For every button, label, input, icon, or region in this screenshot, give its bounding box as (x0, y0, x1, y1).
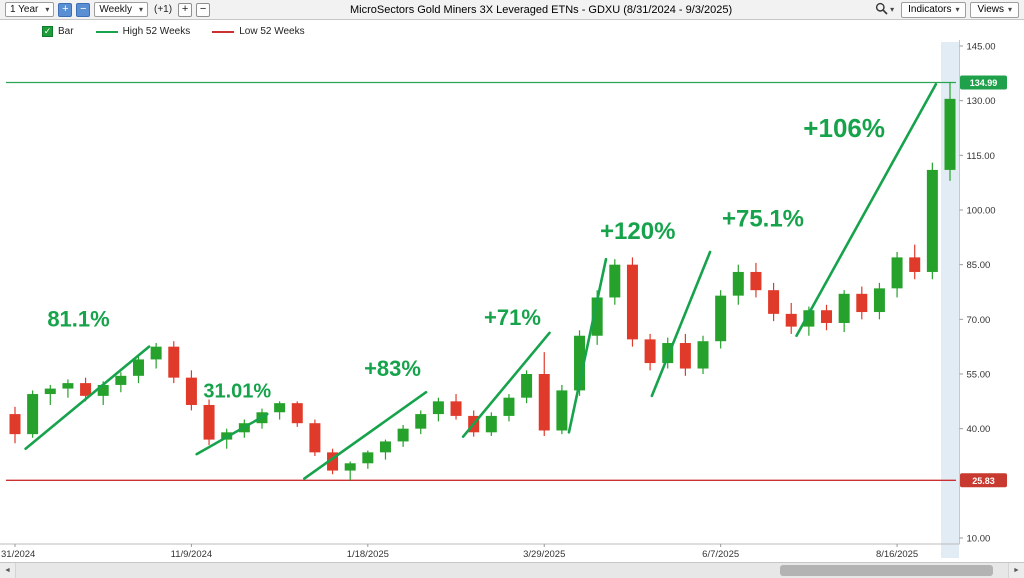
green-line-swatch-icon (95, 30, 118, 33)
scroll-left-button[interactable]: ◄ (0, 563, 16, 578)
svg-text:3/29/2025: 3/29/2025 (523, 549, 565, 560)
svg-text:145.00: 145.00 (967, 42, 996, 53)
legend-item-high-52-weeks[interactable]: High 52 Weeks (95, 26, 191, 37)
svg-text:+71%: +71% (484, 305, 541, 330)
svg-text:8/16/2025: 8/16/2025 (876, 549, 918, 560)
svg-text:100.00: 100.00 (967, 206, 996, 217)
legend-low-label: Low 52 Weeks (239, 26, 305, 37)
chevron-down-icon: ▾ (45, 4, 50, 14)
svg-text:31.01%: 31.01% (203, 381, 271, 403)
svg-text:11/9/2024: 11/9/2024 (171, 549, 213, 560)
svg-text:130.00: 130.00 (967, 96, 996, 107)
symbol-search[interactable]: ▾ (872, 2, 897, 18)
chart-legend: ✓ Bar High 52 Weeks Low 52 Weeks (42, 26, 305, 37)
period-increase-button[interactable]: + (178, 2, 193, 17)
scroll-right-button[interactable]: ► (1008, 563, 1024, 578)
red-line-swatch-icon (212, 30, 235, 33)
svg-text:+106%: +106% (803, 113, 885, 143)
period-select[interactable]: Weekly ▾ (94, 2, 149, 17)
views-button[interactable]: Views ▾ (970, 1, 1019, 18)
indicators-button-label: Indicators (908, 4, 952, 15)
range-select[interactable]: 1 Year ▾ (5, 2, 55, 17)
legend-item-bar[interactable]: ✓ Bar (42, 26, 74, 37)
views-button-label: Views (977, 4, 1004, 15)
chart-title: MicroSectors Gold Miners 3X Leveraged ET… (350, 3, 733, 16)
price-chart[interactable]: 81.1% 31.01% +83% +71% +120% +75.1% +106% 145.0… (0, 20, 1024, 562)
svg-text:+120%: +120% (600, 218, 675, 245)
indicators-button[interactable]: Indicators ▾ (901, 1, 967, 18)
range-zoom-out-button[interactable]: − (76, 2, 91, 17)
search-icon (875, 2, 888, 18)
svg-text:10.00: 10.00 (967, 534, 991, 545)
svg-text:55.00: 55.00 (967, 370, 991, 381)
chevron-down-icon: ▾ (955, 4, 960, 14)
svg-text:81.1%: 81.1% (47, 307, 109, 332)
chart-area: 81.1% 31.01% +83% +71% +120% +75.1% +106% 145.0… (0, 20, 1024, 562)
svg-text:134.99: 134.99 (970, 78, 998, 88)
svg-text:85.00: 85.00 (967, 260, 991, 271)
legend-bar-label: Bar (58, 26, 74, 37)
svg-text:6/7/2025: 6/7/2025 (702, 549, 739, 560)
svg-text:70.00: 70.00 (967, 315, 991, 326)
range-select-value: 1 Year (10, 4, 39, 15)
scrollbar-thumb[interactable] (779, 565, 994, 576)
svg-text:31/2024: 31/2024 (1, 549, 35, 560)
toolbar: 1 Year ▾ + − Weekly ▾ (+1) + − MicroSect… (0, 0, 1024, 20)
checkbox-checked-icon[interactable]: ✓ (42, 26, 53, 37)
period-modifier-label: (+1) (154, 4, 173, 15)
chevron-down-icon: ▾ (1007, 4, 1012, 14)
scrollbar-track[interactable] (16, 563, 1008, 578)
range-zoom-in-button[interactable]: + (58, 2, 73, 17)
svg-text:40.00: 40.00 (967, 424, 991, 435)
svg-text:1/18/2025: 1/18/2025 (347, 549, 389, 560)
period-select-value: Weekly (99, 4, 132, 15)
svg-text:25.83: 25.83 (972, 476, 995, 486)
svg-text:115.00: 115.00 (967, 151, 995, 162)
period-decrease-button[interactable]: − (196, 2, 211, 17)
svg-text:+75.1%: +75.1% (722, 205, 804, 232)
svg-text:+83%: +83% (364, 356, 421, 381)
legend-high-label: High 52 Weeks (122, 26, 191, 37)
chevron-down-icon: ▾ (139, 4, 144, 14)
chevron-down-icon: ▾ (890, 4, 895, 14)
legend-item-low-52-weeks[interactable]: Low 52 Weeks (212, 26, 305, 37)
horizontal-scrollbar[interactable]: ◄ ► (0, 562, 1024, 578)
